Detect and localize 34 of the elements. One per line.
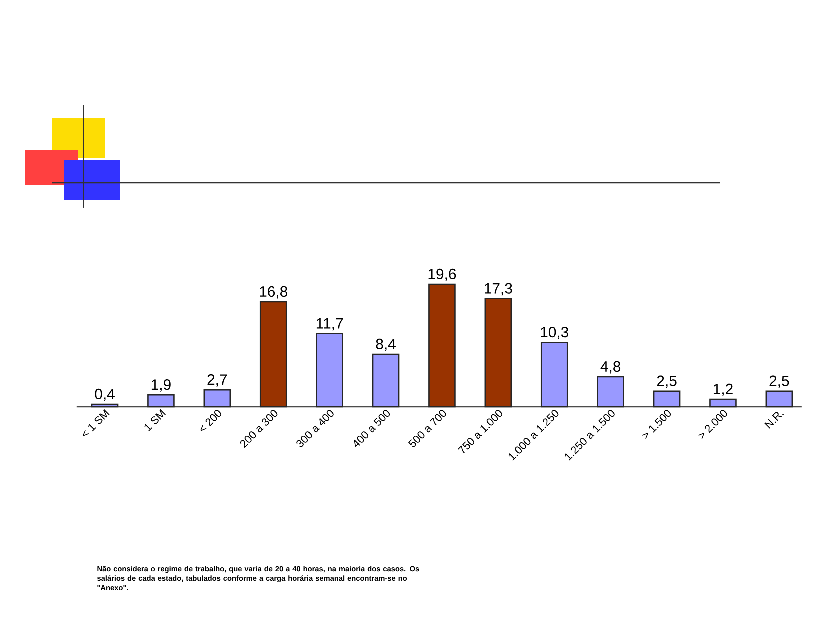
bar xyxy=(148,394,175,408)
bar xyxy=(372,354,400,408)
bar xyxy=(91,404,119,408)
data-label: 1,9 xyxy=(152,380,171,392)
x-tick-label: < 1 SM xyxy=(83,409,110,436)
x-tick-label: N.R. xyxy=(764,412,784,429)
data-label: 19,6 xyxy=(428,268,456,282)
x-tick-label: 400 a 500 xyxy=(354,410,390,448)
bar xyxy=(653,390,681,408)
x-tick-label: < 200 xyxy=(200,410,222,432)
bar xyxy=(484,298,512,408)
bar xyxy=(260,301,288,408)
data-label: 1,2 xyxy=(714,384,733,396)
data-label: 16,8 xyxy=(260,286,288,299)
bar xyxy=(428,284,456,408)
bar xyxy=(316,333,344,408)
data-label: 17,3 xyxy=(485,283,512,296)
data-label: 4,8 xyxy=(600,361,621,374)
x-tick-label: 300 a 400 xyxy=(296,410,334,448)
data-label: 2,5 xyxy=(770,376,790,388)
x-tick-label: 1 SM xyxy=(144,409,166,432)
bar xyxy=(710,398,737,408)
bar xyxy=(204,389,232,408)
data-label: 2,5 xyxy=(657,376,677,388)
data-label: 0,4 xyxy=(95,388,115,402)
data-label: 10,3 xyxy=(541,327,569,340)
x-tick-label: 500 a 700 xyxy=(408,410,446,448)
data-label: 11,7 xyxy=(316,318,344,331)
bar xyxy=(540,342,568,408)
bar xyxy=(597,376,624,408)
data-label: 2,7 xyxy=(208,374,228,387)
bar xyxy=(766,390,794,408)
data-label: 8,4 xyxy=(376,338,396,352)
x-tick-label: 200 a 300 xyxy=(240,410,278,448)
